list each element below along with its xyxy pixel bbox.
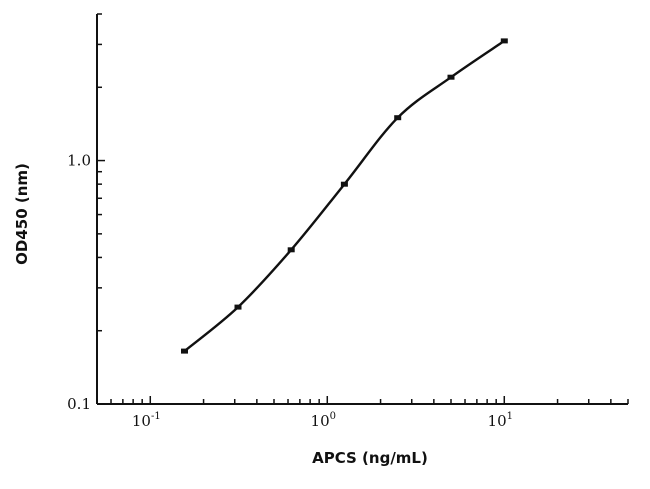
series-line [183,39,505,353]
y-axis-title: OD450 (nm) [13,163,31,265]
x-tick-base: 10 [488,412,507,430]
x-tick-exponent: -1 [151,411,161,422]
x-tick-label: 101 [488,411,513,430]
data-point [447,74,455,80]
x-tick-exponent: 1 [507,411,513,422]
y-tick-label: 1.0 [67,152,91,170]
y-ticks: 0.1 1.0 [67,13,105,413]
data-point [234,304,242,310]
axes [96,14,628,405]
y-tick-label: 0.1 [67,395,91,413]
data-point [340,181,348,187]
x-tick-exponent: 0 [330,411,336,422]
data-point [394,115,402,121]
x-tick-base: 10 [311,412,330,430]
x-axis-title: APCS (ng/mL) [312,449,428,467]
x-ticks: 10-1 100 101 [96,396,629,430]
data-point [287,247,295,253]
series [181,38,508,354]
data-point [500,38,508,44]
data-point [181,348,188,354]
x-tick-base: 10 [132,412,151,430]
x-tick-label: 100 [311,411,336,430]
x-tick-label: 10-1 [132,411,161,430]
